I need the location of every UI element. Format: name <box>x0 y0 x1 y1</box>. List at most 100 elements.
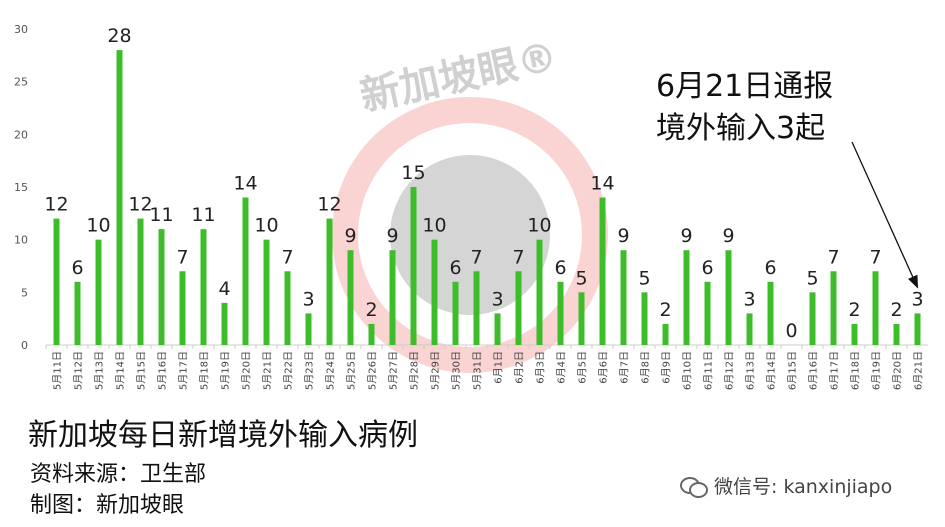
x-tick-label: 5月21日 <box>262 351 274 390</box>
data-label: 3 <box>491 288 503 310</box>
bar <box>872 271 879 345</box>
bar <box>893 323 900 345</box>
bar <box>536 239 543 345</box>
data-label: 0 <box>785 320 797 342</box>
source-note: 资料来源：卫生部 <box>30 462 207 487</box>
y-tick-label: 15 <box>14 181 28 194</box>
data-label: 3 <box>302 288 314 310</box>
x-tick-label: 5月24日 <box>325 351 337 390</box>
x-tick-label: 5月26日 <box>367 351 379 390</box>
bar <box>137 218 144 345</box>
data-label: 7 <box>827 246 839 268</box>
x-tick-label: 6月15日 <box>787 351 799 390</box>
wechat-icon <box>680 475 708 498</box>
bar <box>305 313 312 345</box>
bar <box>263 239 270 345</box>
bar <box>200 229 207 345</box>
data-label: 6 <box>701 257 713 279</box>
x-tick-label: 5月27日 <box>388 351 400 390</box>
bar <box>116 50 123 346</box>
y-tick-label: 20 <box>14 128 28 141</box>
bar <box>809 292 816 345</box>
bar <box>662 323 669 345</box>
x-tick-label: 5月31日 <box>472 351 484 390</box>
data-label: 6 <box>449 257 461 279</box>
bar <box>74 281 81 345</box>
x-tick-label: 5月22日 <box>283 351 295 390</box>
data-label: 7 <box>281 246 293 268</box>
bar <box>704 281 711 345</box>
x-tick-label: 5月15日 <box>136 351 148 390</box>
x-tick-label: 6月21日 <box>913 351 925 390</box>
x-tick-label: 6月6日 <box>598 351 610 384</box>
x-tick-label: 5月28日 <box>409 351 421 390</box>
x-tick-label: 5月14日 <box>115 351 127 390</box>
data-label: 10 <box>527 215 551 237</box>
watermark-disc <box>390 155 550 315</box>
x-tick-label: 5月12日 <box>73 351 85 390</box>
x-tick-label: 6月9日 <box>661 351 673 384</box>
bar <box>221 302 228 345</box>
data-label: 2 <box>365 299 377 321</box>
data-label: 3 <box>911 288 923 310</box>
y-tick-label: 25 <box>14 76 28 89</box>
data-label: 11 <box>191 204 215 226</box>
data-label: 6 <box>764 257 776 279</box>
x-tick-label: 5月20日 <box>241 351 253 390</box>
data-label: 10 <box>254 215 278 237</box>
data-label: 15 <box>401 162 425 184</box>
bar <box>599 197 606 345</box>
x-tick-label: 6月16日 <box>808 351 820 390</box>
data-label: 7 <box>470 246 482 268</box>
x-tick-label: 6月14日 <box>766 351 778 390</box>
wechat-id: 微信号: kanxinjiapo <box>680 472 892 499</box>
data-label: 9 <box>722 225 734 247</box>
y-tick-label: 30 <box>14 23 28 36</box>
bar <box>494 313 501 345</box>
data-label: 3 <box>743 288 755 310</box>
data-label: 6 <box>554 257 566 279</box>
chart-title: 新加坡每日新增境外输入病例 <box>28 418 418 453</box>
bar <box>725 250 732 345</box>
y-tick-label: 5 <box>21 286 28 299</box>
x-tick-label: 6月3日 <box>535 351 547 384</box>
data-label: 9 <box>386 225 398 247</box>
bar <box>368 323 375 345</box>
x-tick-label: 5月23日 <box>304 351 316 390</box>
bar <box>158 229 165 345</box>
x-tick-label: 6月5日 <box>577 351 589 384</box>
data-label: 2 <box>848 299 860 321</box>
bar <box>746 313 753 345</box>
annotation-line-2: 境外输入3起 <box>656 111 826 146</box>
x-tick-label: 6月10日 <box>682 351 694 390</box>
x-tick-label: 5月30日 <box>451 351 463 390</box>
data-label: 14 <box>233 173 257 195</box>
bar <box>431 239 438 345</box>
data-label: 5 <box>806 267 818 289</box>
watermark-ring <box>332 97 608 373</box>
data-label: 4 <box>218 278 230 300</box>
annotation-callout: 6月21日通报 境外输入3起 <box>656 66 833 150</box>
x-tick-label: 5月29日 <box>430 351 442 390</box>
x-tick-label: 6月11日 <box>703 351 715 390</box>
x-tick-label: 6月19日 <box>871 351 883 390</box>
x-tick-label: 6月12日 <box>724 351 736 390</box>
data-label: 9 <box>344 225 356 247</box>
x-tick-label: 6月13日 <box>745 351 757 390</box>
data-label: 5 <box>575 267 587 289</box>
x-tick-label: 5月18日 <box>199 351 211 390</box>
x-tick-label: 6月8日 <box>640 351 652 384</box>
bar <box>683 250 690 345</box>
x-tick-label: 6月4日 <box>556 351 568 384</box>
data-label: 10 <box>422 215 446 237</box>
bar <box>284 271 291 345</box>
bar <box>389 250 396 345</box>
x-tick-label: 5月25日 <box>346 351 358 390</box>
bar <box>347 250 354 345</box>
data-label: 14 <box>590 173 614 195</box>
data-label: 2 <box>890 299 902 321</box>
x-tick-label: 6月1日 <box>493 351 505 384</box>
x-tick-label: 6月20日 <box>892 351 904 390</box>
data-label: 5 <box>638 267 650 289</box>
